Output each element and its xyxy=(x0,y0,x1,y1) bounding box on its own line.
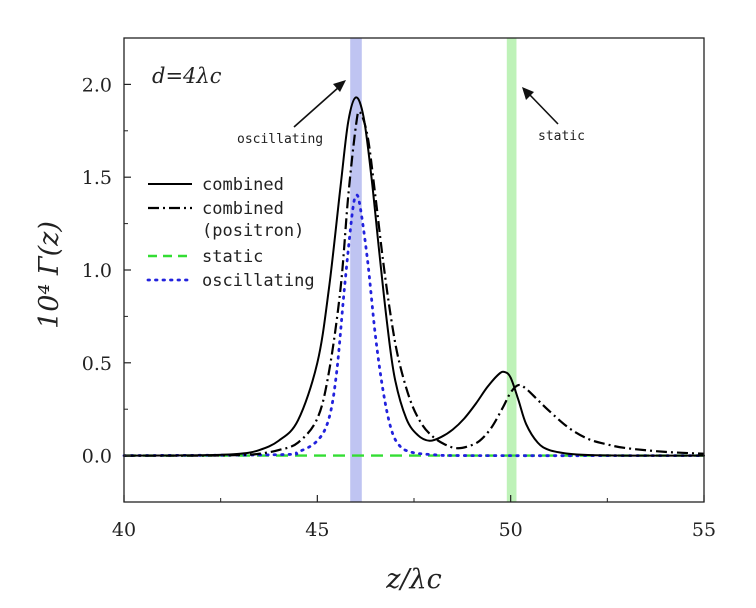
legend-label-positron: (positron) xyxy=(202,221,304,241)
static-arrow xyxy=(522,87,559,125)
y-tick-label: 0.5 xyxy=(82,353,112,375)
x-axis-title: z/λc xyxy=(385,564,442,595)
series-combined-positron xyxy=(123,110,705,457)
y-tick-label: 1.5 xyxy=(82,167,112,189)
oscillating-annotation: oscillating xyxy=(237,132,323,147)
static-band xyxy=(506,38,517,502)
legend: combined combined (positron) static osci… xyxy=(146,175,315,291)
y-tick-label: 2.0 xyxy=(82,74,112,96)
x-tick-label: 40 xyxy=(112,519,136,541)
legend-label-oscillating: oscillating xyxy=(202,271,315,291)
y-axis: 0.0 0.5 1.0 1.5 2.0 xyxy=(82,74,131,468)
series-layer xyxy=(122,96,706,458)
series-combined xyxy=(123,96,705,457)
x-axis: 40 45 50 55 xyxy=(112,495,716,541)
legend-item-oscillating: oscillating xyxy=(146,271,315,291)
x-tick-label: 45 xyxy=(305,519,329,541)
legend-label-static: static xyxy=(202,247,263,267)
legend-label-combined-positron: combined xyxy=(202,199,284,219)
x-tick-label: 55 xyxy=(692,519,716,541)
y-tick-label: 1.0 xyxy=(82,260,112,282)
x-tick-label: 50 xyxy=(499,519,523,541)
oscillating-band xyxy=(350,38,362,502)
legend-item-combined-positron: combined (positron) xyxy=(148,199,304,241)
legend-label-combined: combined xyxy=(202,175,284,195)
parameter-label: d=4λc xyxy=(152,64,222,88)
legend-item-combined: combined xyxy=(148,175,284,195)
legend-item-static: static xyxy=(148,247,263,267)
series-oscillating xyxy=(122,193,706,458)
y-tick-label: 0.0 xyxy=(82,446,112,468)
oscillating-arrow xyxy=(293,80,346,128)
static-annotation: static xyxy=(538,129,585,144)
highlight-bands xyxy=(350,38,517,502)
y-axis-title: 10⁴ Γ(z) xyxy=(34,221,65,329)
